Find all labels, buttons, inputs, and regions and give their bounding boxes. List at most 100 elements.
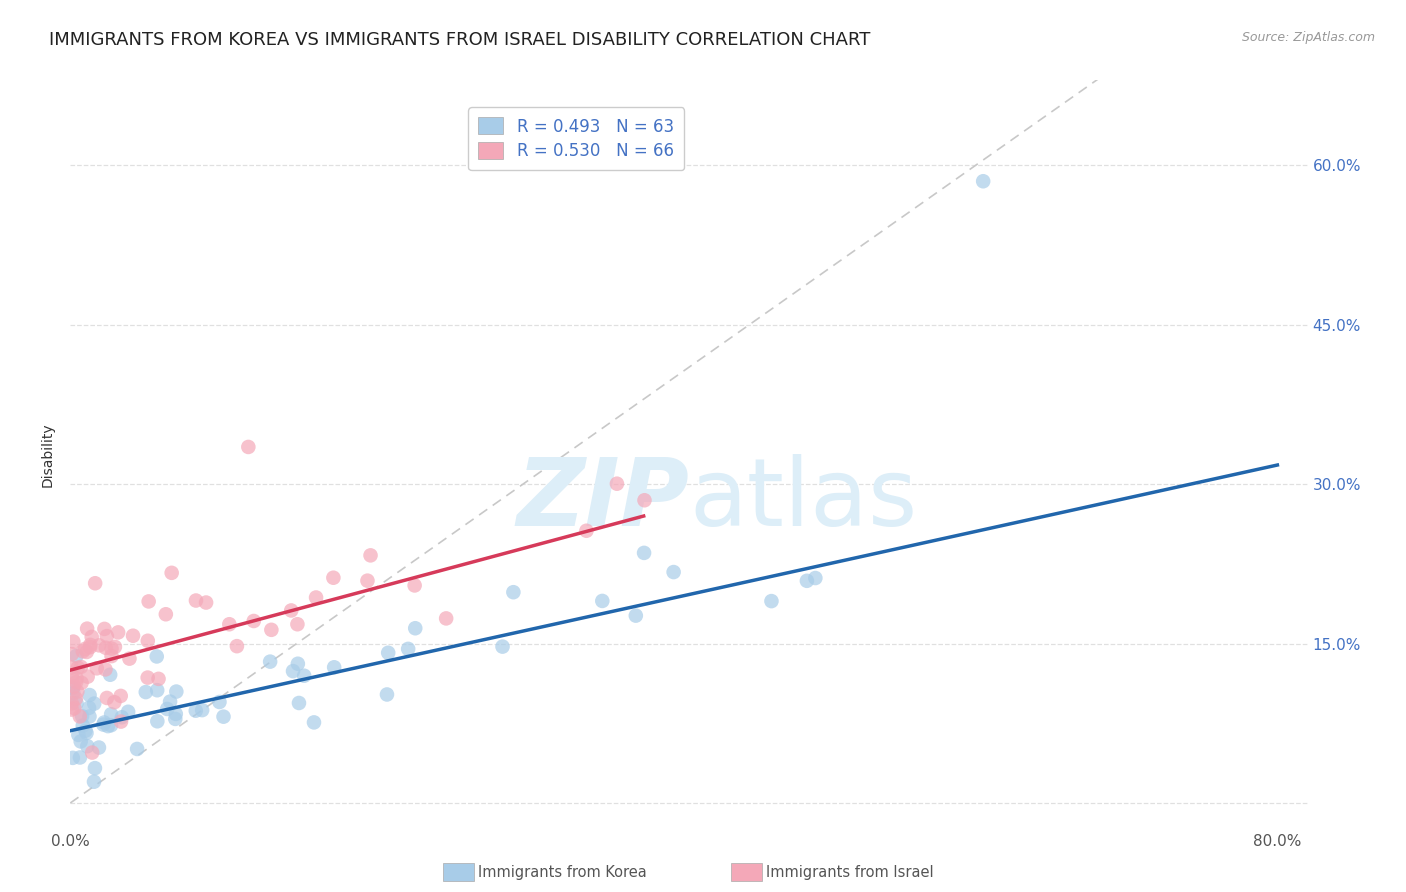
Point [79, 688, 101, 702]
Point [63, 701, 86, 715]
Point [70, 675, 93, 690]
Point [76, 622, 98, 636]
Point [96, 690, 118, 705]
Point [146, 714, 169, 729]
Point [165, 712, 187, 726]
Point [135, 685, 157, 699]
Text: Immigrants from Israel: Immigrants from Israel [766, 865, 934, 880]
Point [62, 634, 84, 648]
Point [84, 761, 107, 775]
Point [972, 174, 994, 188]
Point [66, 661, 89, 675]
Point [305, 591, 328, 605]
Point [796, 574, 818, 588]
Point [69, 750, 91, 764]
Point [191, 703, 214, 717]
Point [323, 660, 346, 674]
Point [156, 702, 179, 716]
Point [93, 622, 115, 636]
Text: ZIP: ZIP [516, 454, 689, 546]
Point [160, 566, 183, 580]
Point [212, 709, 235, 723]
Point [63, 680, 86, 694]
Point [66, 684, 89, 698]
Point [225, 639, 247, 653]
Y-axis label: Disability: Disability [41, 423, 55, 487]
Point [87, 740, 110, 755]
Point [502, 585, 524, 599]
Point [94, 662, 117, 676]
Point [259, 655, 281, 669]
Point [70, 709, 93, 723]
Point [104, 640, 127, 654]
Point [76, 670, 98, 684]
Point [65, 691, 87, 706]
Point [84, 576, 107, 591]
Point [100, 707, 122, 722]
Point [79, 709, 101, 723]
Point [375, 688, 398, 702]
Point [72, 718, 94, 732]
Point [100, 649, 122, 664]
Point [87, 638, 110, 652]
Point [159, 695, 181, 709]
Point [138, 594, 160, 608]
Point [60, 702, 83, 716]
Point [281, 664, 304, 678]
Point [111, 710, 134, 724]
Point [80, 630, 103, 644]
Point [292, 669, 315, 683]
Point [633, 493, 655, 508]
Point [591, 594, 613, 608]
Point [208, 695, 231, 709]
Point [97, 719, 120, 733]
Point [184, 704, 207, 718]
Point [70, 660, 93, 674]
Point [127, 742, 149, 756]
Point [96, 629, 118, 643]
Point [62, 751, 84, 765]
Point [60, 660, 83, 674]
Point [62, 681, 84, 695]
Point [356, 574, 378, 588]
Point [118, 651, 141, 665]
Point [60, 696, 83, 710]
Point [83, 774, 105, 789]
Point [761, 594, 783, 608]
Point [280, 603, 302, 617]
Point [77, 701, 100, 715]
Point [633, 546, 655, 560]
Point [110, 689, 132, 703]
Point [575, 524, 598, 538]
Point [100, 718, 122, 732]
Point [606, 476, 628, 491]
Point [67, 728, 90, 742]
Point [100, 641, 122, 656]
Point [322, 571, 344, 585]
Point [110, 714, 132, 729]
Point [94, 640, 117, 655]
Point [65, 675, 87, 690]
Point [93, 715, 115, 730]
Point [76, 739, 98, 753]
Point [624, 608, 647, 623]
Point [238, 440, 260, 454]
Text: atlas: atlas [689, 454, 917, 546]
Point [107, 625, 129, 640]
Point [165, 706, 187, 721]
Point [86, 661, 108, 675]
Point [76, 645, 98, 659]
Point [184, 593, 207, 607]
Point [65, 696, 87, 710]
Point [242, 614, 264, 628]
Point [98, 667, 121, 681]
Point [377, 646, 399, 660]
Point [396, 641, 419, 656]
Text: Immigrants from Korea: Immigrants from Korea [478, 865, 647, 880]
Point [146, 683, 169, 698]
Point [103, 695, 125, 709]
Point [136, 671, 159, 685]
Point [76, 726, 98, 740]
Point [804, 571, 827, 585]
Point [65, 648, 87, 663]
